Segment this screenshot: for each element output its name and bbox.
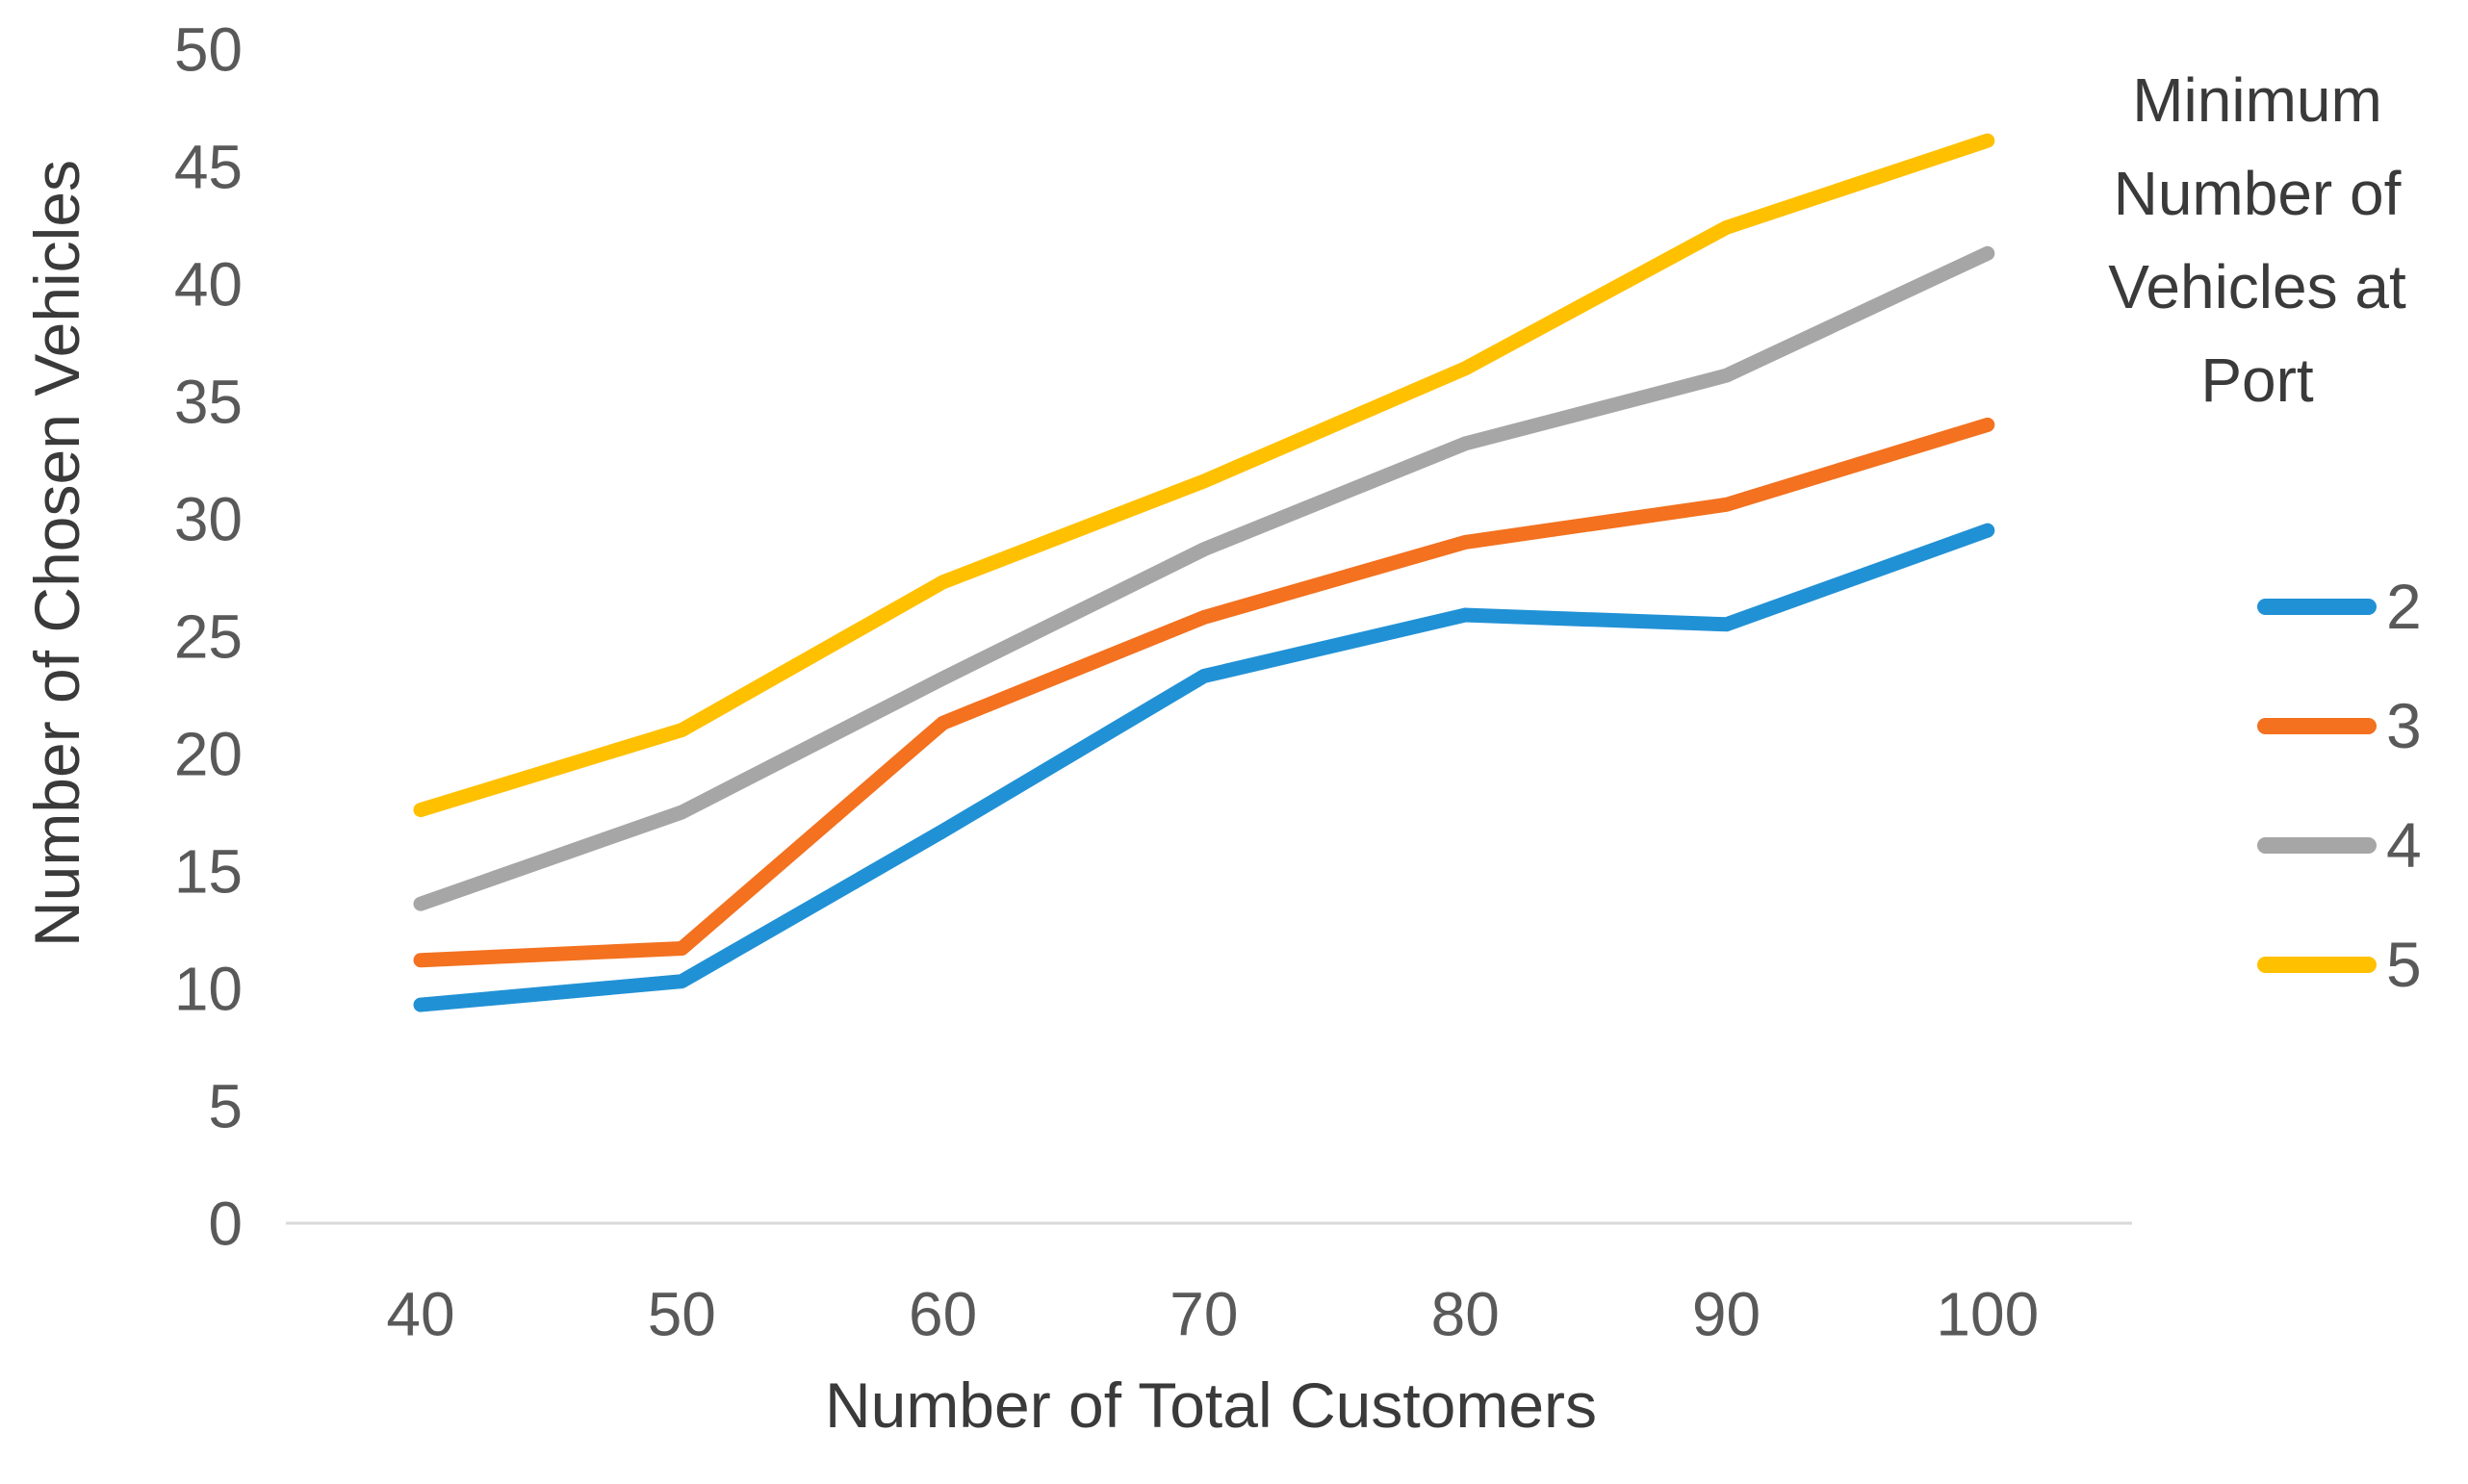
legend-item-4: 4 <box>2257 809 2422 881</box>
legend-item-label: 3 <box>2386 690 2422 761</box>
legend: Minimum Number of Vehicles at Port 2 3 4 5 <box>2050 54 2464 1000</box>
x-tick-label: 100 <box>1936 1279 2039 1348</box>
y-tick-label: 50 <box>174 14 243 84</box>
series-line-2 <box>413 523 1995 1012</box>
legend-item-label: 4 <box>2386 809 2422 881</box>
series-line-4 <box>413 245 1995 911</box>
legend-item-2: 2 <box>2257 571 2422 642</box>
series-line-3 <box>413 417 1995 968</box>
legend-title: Minimum Number of Vehicles at Port <box>2108 65 2406 415</box>
y-tick-label: 45 <box>174 132 243 201</box>
x-tick-label: 90 <box>1692 1279 1761 1348</box>
x-tick-label: 60 <box>909 1279 977 1348</box>
y-tick-label: 20 <box>174 719 243 788</box>
y-tick-label: 15 <box>174 836 243 906</box>
x-tick-label: 80 <box>1431 1279 1500 1348</box>
y-tick-label: 10 <box>174 954 243 1023</box>
legend-item-3: 3 <box>2257 690 2422 761</box>
legend-items: 2 3 4 5 <box>2050 571 2464 1000</box>
legend-swatch-icon <box>2257 836 2377 854</box>
x-axis-title: Number of Total Customers <box>825 1369 1597 1441</box>
x-tick-label: 70 <box>1170 1279 1238 1348</box>
legend-swatch-icon <box>2257 956 2377 973</box>
y-tick-label: 30 <box>174 484 243 553</box>
y-axis-title: Number of Chosen Vehicles <box>21 160 92 947</box>
y-tick-label: 25 <box>174 601 243 671</box>
legend-swatch-icon <box>2257 717 2377 734</box>
legend-swatch-icon <box>2257 598 2377 615</box>
x-tick-label: 50 <box>648 1279 716 1348</box>
y-tick-label: 35 <box>174 367 243 436</box>
y-tick-label: 5 <box>208 1071 243 1140</box>
legend-item-label: 2 <box>2386 571 2422 642</box>
legend-item-label: 5 <box>2386 929 2422 1000</box>
x-tick-label: 40 <box>386 1279 454 1348</box>
y-tick-label: 40 <box>174 249 243 319</box>
y-tick-label: 0 <box>208 1189 243 1258</box>
legend-item-5: 5 <box>2257 929 2422 1000</box>
series-line-5 <box>413 133 1995 818</box>
chart-series-group: 0 5 10 15 20 25 30 35 40 45 50 40 50 60 70 80 90 100 <box>174 14 2132 1348</box>
